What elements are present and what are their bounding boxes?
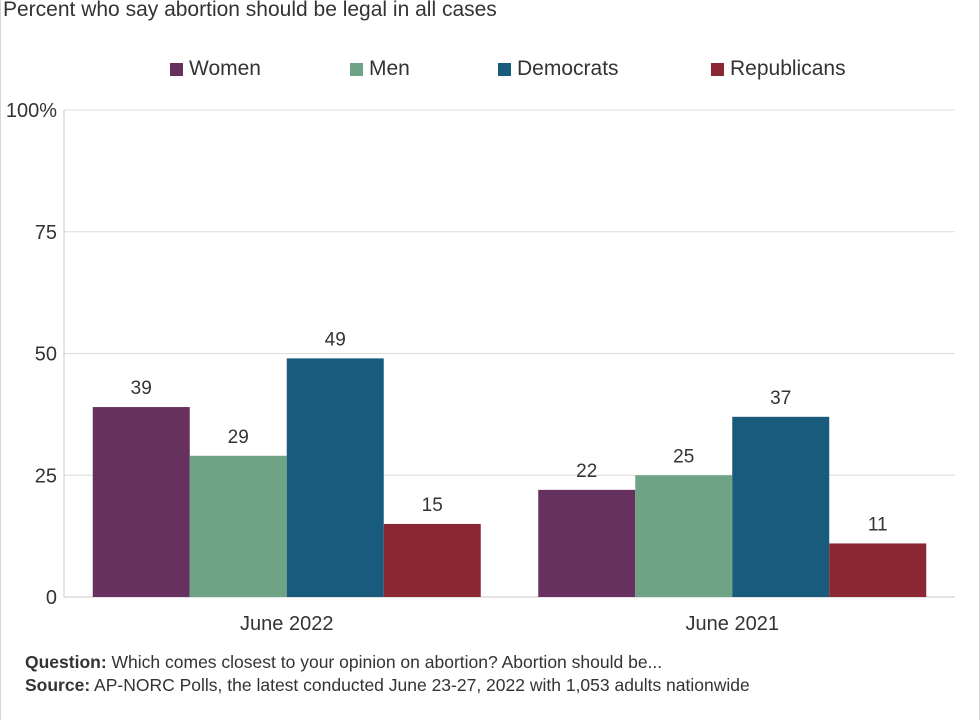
bar-men-1 xyxy=(635,475,733,597)
bar-women-0 xyxy=(92,407,190,597)
bar-republicans-0 xyxy=(383,523,481,597)
footer-question: Question: Which comes closest to your op… xyxy=(25,651,750,674)
chart-subtitle: Percent who say abortion should be legal… xyxy=(3,0,497,21)
data-label-women-0: 39 xyxy=(131,378,152,399)
legend-swatch-democrats xyxy=(498,62,511,76)
data-label-democrats-0: 49 xyxy=(325,329,346,350)
frame-left-border xyxy=(0,0,1,720)
legend-label-republicans: Republicans xyxy=(730,57,846,80)
legend-item-democrats: Democrats xyxy=(498,56,619,82)
legend-label-women: Women xyxy=(189,57,261,80)
legend-item-women: Women xyxy=(170,56,261,82)
data-label-republicans-0: 15 xyxy=(422,495,443,516)
data-label-men-0: 29 xyxy=(228,427,249,448)
data-label-women-1: 22 xyxy=(576,461,597,482)
legend-item-republicans: Republicans xyxy=(711,56,846,82)
x-tick-label-0: June 2022 xyxy=(240,613,333,635)
legend-swatch-republicans xyxy=(711,62,724,76)
bar-women-1 xyxy=(538,489,636,597)
bar-democrats-1 xyxy=(732,416,830,597)
bar-chart: 0 25 50 75 100% 39 29 49 15 June 2022 22 25 37 11 June… xyxy=(6,100,955,635)
legend-label-men: Men xyxy=(369,57,410,80)
y-tick-label-50: 50 xyxy=(35,344,57,366)
bar-republicans-1 xyxy=(829,543,927,597)
footer-source: Source: AP-NORC Polls, the latest conduc… xyxy=(25,674,750,697)
y-tick-label-0: 0 xyxy=(46,587,57,609)
footer-source-text: AP-NORC Polls, the latest conducted June… xyxy=(90,675,750,695)
y-tick-label-75: 75 xyxy=(35,222,57,244)
footer-question-label: Question: xyxy=(25,652,107,672)
legend-swatch-men xyxy=(350,62,363,76)
y-tick-label-100: 100% xyxy=(6,100,57,122)
footer-question-text: Which comes closest to your opinion on a… xyxy=(106,652,663,672)
legend-item-men: Men xyxy=(350,56,410,82)
footer-source-label: Source: xyxy=(25,675,91,695)
y-tick-label-25: 25 xyxy=(35,465,57,487)
bar-men-0 xyxy=(189,455,287,597)
x-tick-label-1: June 2021 xyxy=(686,613,779,635)
legend-label-democrats: Democrats xyxy=(517,57,619,80)
chart-footer: Question: Which comes closest to your op… xyxy=(25,651,750,697)
bar-democrats-0 xyxy=(286,358,384,597)
data-label-republicans-1: 11 xyxy=(868,514,888,535)
data-label-democrats-1: 37 xyxy=(770,388,791,409)
data-label-men-1: 25 xyxy=(673,446,694,467)
legend-swatch-women xyxy=(170,62,183,76)
